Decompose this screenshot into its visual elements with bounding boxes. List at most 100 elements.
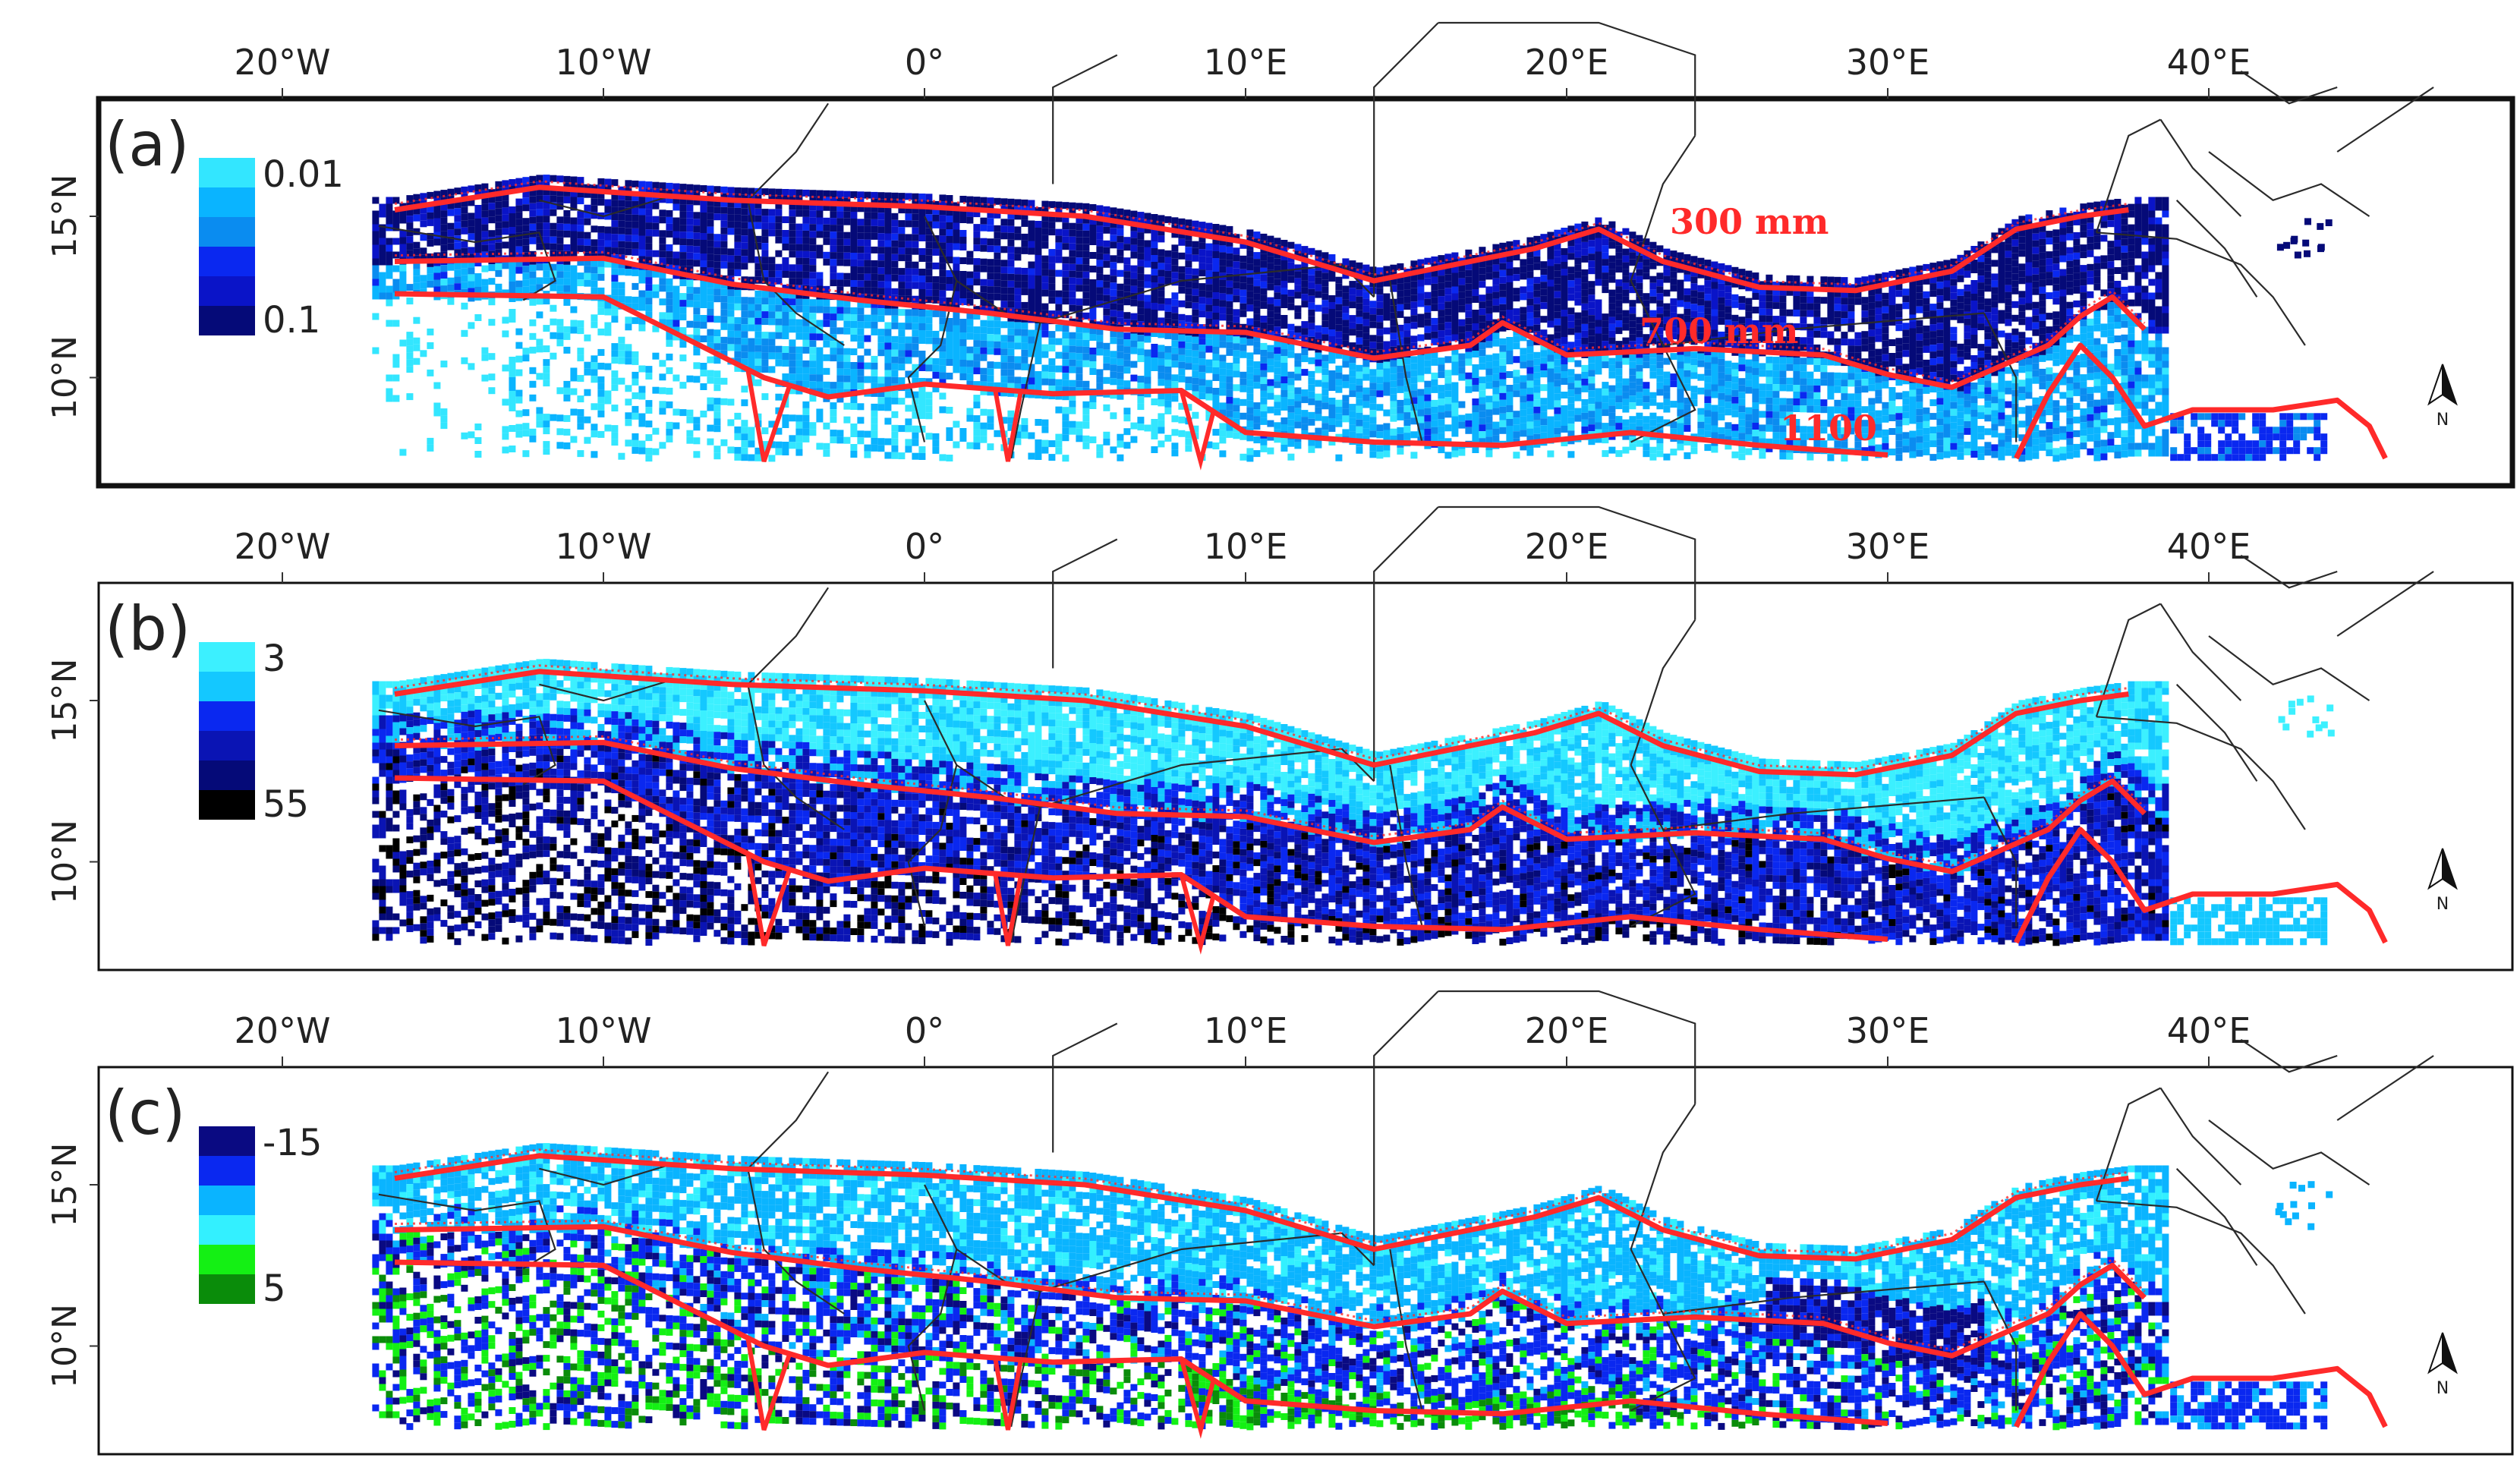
- map-pixel: [550, 209, 557, 216]
- map-pixel: [959, 298, 967, 305]
- map-pixel: [570, 279, 578, 286]
- map-pixel: [1410, 390, 1418, 398]
- map-pixel: [1158, 304, 1165, 311]
- map-pixel: [1567, 389, 1575, 397]
- map-pixel: [1397, 372, 1404, 379]
- map-pixel: [1199, 263, 1206, 270]
- map-pixel: [1007, 219, 1015, 226]
- map-pixel: [468, 260, 475, 268]
- map-pixel: [433, 266, 441, 273]
- map-pixel: [918, 412, 926, 419]
- map-pixel: [673, 306, 680, 313]
- map-pixel: [1499, 386, 1507, 393]
- map-pixel: [679, 279, 687, 287]
- map-pixel: [1465, 290, 1473, 298]
- map-pixel: [1287, 323, 1295, 331]
- map-pixel: [809, 272, 817, 279]
- map-pixel: [1602, 327, 1609, 335]
- map-pixel: [1076, 305, 1083, 313]
- map-pixel: [1567, 410, 1575, 417]
- map-pixel: [1110, 316, 1117, 324]
- map-pixel: [1649, 357, 1657, 365]
- map-pixel: [1588, 253, 1595, 261]
- map-pixel: [987, 286, 994, 294]
- map-pixel: [1246, 250, 1254, 257]
- map-pixel: [1690, 447, 1698, 455]
- map-pixel: [1533, 235, 1541, 243]
- map-pixel: [994, 327, 1001, 335]
- map-pixel: [1656, 279, 1664, 287]
- map-pixel: [1041, 262, 1049, 269]
- map-pixel: [973, 238, 981, 245]
- map-pixel: [1513, 342, 1520, 350]
- map-pixel: [1233, 343, 1240, 351]
- map-pixel: [1335, 290, 1343, 298]
- map-pixel: [632, 221, 639, 228]
- map-pixel: [632, 214, 639, 222]
- map-pixel: [604, 260, 612, 268]
- map-pixel: [529, 209, 537, 217]
- map-pixel: [509, 370, 516, 377]
- map-pixel: [618, 343, 625, 351]
- map-pixel: [570, 374, 578, 382]
- map-pixel: [1554, 243, 1561, 250]
- map-pixel: [399, 244, 407, 251]
- map-pixel: [1082, 298, 1090, 306]
- map-pixel: [1308, 295, 1315, 303]
- map-pixel: [1130, 299, 1138, 307]
- map-pixel: [1233, 268, 1240, 276]
- map-pixel: [1151, 289, 1158, 296]
- map-pixel: [1294, 291, 1302, 299]
- map-pixel: [713, 329, 721, 337]
- map-pixel: [1588, 356, 1595, 364]
- map-pixel: [1472, 433, 1479, 439]
- map-pixel: [611, 309, 619, 316]
- map-pixel: [1014, 199, 1022, 206]
- map-pixel: [973, 442, 981, 450]
- map-pixel: [1649, 364, 1657, 372]
- map-pixel: [1567, 369, 1575, 376]
- map-pixel: [570, 244, 578, 252]
- map-pixel: [734, 433, 742, 440]
- map-pixel: [775, 427, 783, 435]
- map-pixel: [1444, 370, 1452, 377]
- map-pixel: [1171, 313, 1179, 320]
- map-pixel: [1684, 329, 1691, 336]
- map-pixel: [987, 375, 994, 383]
- map-pixel: [1417, 354, 1425, 362]
- map-pixel: [700, 226, 707, 233]
- map-pixel: [1485, 259, 1493, 266]
- map-pixel: [570, 231, 578, 238]
- map-pixel: [1308, 288, 1315, 296]
- map-pixel: [707, 219, 714, 227]
- map-pixel: [720, 309, 728, 316]
- map-pixel: [1048, 310, 1056, 318]
- map-pixel: [1526, 264, 1534, 272]
- map-pixel: [1608, 316, 1616, 324]
- map-pixel: [1287, 392, 1295, 399]
- map-pixel: [522, 225, 530, 232]
- map-pixel: [645, 202, 653, 209]
- map-pixel: [1342, 408, 1350, 416]
- map-pixel: [1608, 296, 1616, 304]
- map-pixel: [1328, 275, 1336, 282]
- map-pixel: [1636, 439, 1643, 447]
- map-pixel: [1424, 360, 1432, 367]
- map-pixel: [1636, 241, 1643, 249]
- map-pixel: [536, 284, 543, 291]
- map-pixel: [782, 421, 789, 428]
- map-pixel: [1164, 263, 1172, 271]
- map-pixel: [550, 263, 557, 271]
- map-pixel: [1403, 398, 1411, 406]
- map-pixel: [1103, 219, 1110, 227]
- map-pixel: [522, 286, 530, 294]
- map-pixel: [1267, 310, 1274, 318]
- map-pixel: [1000, 273, 1008, 281]
- map-pixel: [604, 178, 612, 186]
- map-pixel: [1178, 341, 1186, 348]
- map-pixel: [1123, 209, 1131, 217]
- map-pixel: [795, 442, 803, 449]
- map-pixel: [1595, 251, 1602, 259]
- map-pixel: [891, 294, 899, 302]
- map-pixel: [1280, 363, 1288, 370]
